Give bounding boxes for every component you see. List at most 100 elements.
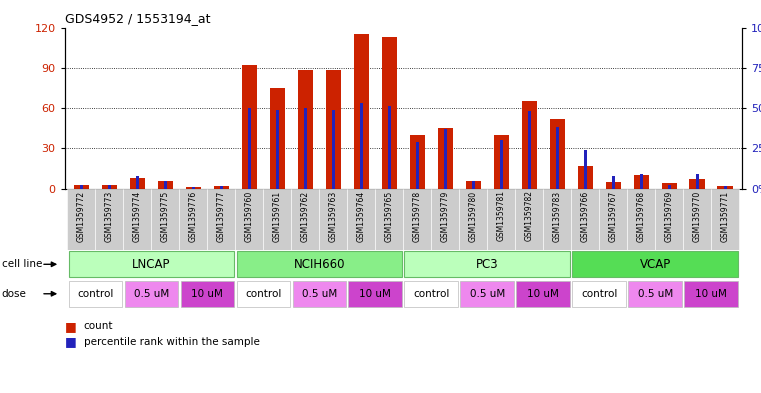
Bar (416, 142, 419, 189)
Bar (549, 119, 565, 189)
Text: control: control (78, 289, 113, 299)
Bar (696, 174, 699, 189)
Text: GSM1359772: GSM1359772 (77, 191, 86, 242)
Text: GSM1359771: GSM1359771 (721, 191, 730, 242)
Text: ■: ■ (65, 335, 76, 349)
Text: ■: ■ (65, 320, 76, 333)
Bar (578, 166, 593, 189)
Text: GSM1359779: GSM1359779 (441, 191, 450, 242)
Bar (269, 88, 285, 189)
Bar (403, 189, 431, 250)
Bar (387, 107, 391, 189)
Text: GSM1359774: GSM1359774 (133, 191, 142, 242)
Text: GSM1359763: GSM1359763 (329, 191, 338, 242)
Bar (683, 189, 712, 250)
Bar (298, 70, 313, 189)
Text: percentile rank within the sample: percentile rank within the sample (84, 337, 260, 347)
Bar (332, 110, 335, 189)
Bar (515, 189, 543, 250)
Text: PC3: PC3 (476, 258, 498, 271)
Bar (572, 252, 738, 277)
Bar (108, 185, 111, 189)
Bar (612, 176, 615, 189)
Text: 10 uM: 10 uM (192, 289, 224, 299)
Text: GSM1359770: GSM1359770 (693, 191, 702, 242)
Text: GSM1359761: GSM1359761 (273, 191, 282, 242)
Bar (724, 186, 727, 189)
Bar (237, 252, 403, 277)
Bar (404, 252, 570, 277)
Bar (494, 135, 509, 189)
Text: GSM1359766: GSM1359766 (581, 191, 590, 242)
Bar (263, 189, 291, 250)
Bar (381, 37, 397, 189)
Bar (123, 189, 151, 250)
Text: control: control (245, 289, 282, 299)
Bar (404, 281, 458, 307)
Bar (655, 189, 683, 250)
Bar (627, 189, 655, 250)
Bar (192, 187, 195, 189)
Bar (208, 189, 235, 250)
Bar (460, 189, 487, 250)
Text: GSM1359760: GSM1359760 (245, 191, 254, 242)
Bar (667, 185, 671, 189)
Bar (304, 108, 307, 189)
Bar (639, 174, 643, 189)
Bar (291, 189, 320, 250)
Text: 0.5 uM: 0.5 uM (302, 289, 337, 299)
Text: cell line: cell line (2, 259, 42, 269)
Bar (684, 281, 738, 307)
Text: GSM1359783: GSM1359783 (552, 191, 562, 242)
Bar (186, 187, 201, 189)
Bar (349, 281, 403, 307)
Text: 0.5 uM: 0.5 uM (470, 289, 505, 299)
Bar (712, 189, 739, 250)
Bar (633, 175, 649, 189)
Bar (584, 150, 587, 189)
Bar (102, 185, 117, 189)
Bar (347, 189, 375, 250)
Bar (158, 180, 174, 189)
Text: VCAP: VCAP (639, 258, 671, 271)
Bar (689, 179, 705, 189)
Text: control: control (413, 289, 450, 299)
Text: 10 uM: 10 uM (527, 289, 559, 299)
Bar (661, 183, 677, 189)
Bar (68, 189, 95, 250)
Bar (360, 103, 363, 189)
Bar (242, 65, 257, 189)
Bar (74, 185, 89, 189)
Bar (180, 189, 208, 250)
Bar (718, 186, 733, 189)
Bar (438, 128, 453, 189)
Text: GSM1359775: GSM1359775 (161, 191, 170, 242)
Text: LNCAP: LNCAP (132, 258, 170, 271)
Bar (275, 110, 279, 189)
Bar (375, 189, 403, 250)
Bar (487, 189, 515, 250)
Text: 10 uM: 10 uM (359, 289, 391, 299)
Bar (543, 189, 572, 250)
Bar (320, 189, 347, 250)
Bar (460, 281, 514, 307)
Bar (68, 252, 234, 277)
Text: 10 uM: 10 uM (696, 289, 727, 299)
Text: GSM1359782: GSM1359782 (525, 191, 533, 241)
Text: dose: dose (2, 289, 27, 299)
Text: control: control (581, 289, 617, 299)
Bar (354, 34, 369, 189)
Bar (466, 180, 481, 189)
Text: GSM1359765: GSM1359765 (385, 191, 394, 242)
Bar (151, 189, 180, 250)
Text: GSM1359762: GSM1359762 (301, 191, 310, 242)
Text: 0.5 uM: 0.5 uM (134, 289, 169, 299)
Bar (80, 185, 83, 189)
Text: GSM1359777: GSM1359777 (217, 191, 226, 242)
Bar (521, 101, 537, 189)
Bar (556, 127, 559, 189)
Bar (431, 189, 460, 250)
Bar (235, 189, 263, 250)
Bar (125, 281, 178, 307)
Bar (572, 189, 599, 250)
